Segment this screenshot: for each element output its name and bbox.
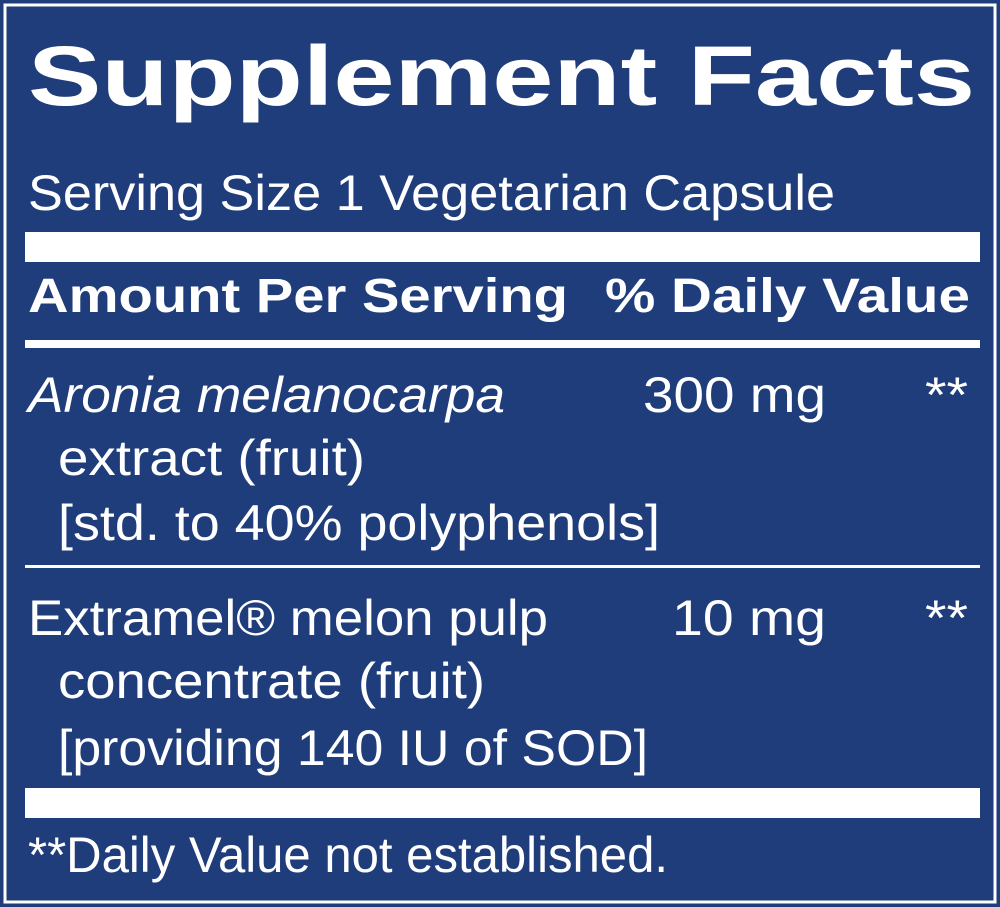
thin-rule (25, 565, 980, 568)
ingredient-detail: [providing 140 IU of SOD] (58, 720, 648, 776)
header-daily-value: % Daily Value (605, 270, 970, 323)
thick-rule (25, 232, 980, 262)
title: Supplement Facts (28, 29, 975, 123)
header-amount: Amount Per Serving (28, 270, 568, 323)
daily-value: ** (925, 367, 968, 423)
daily-value: ** (925, 590, 968, 646)
border (3, 3, 997, 904)
ingredient-detail: extract (fruit) (58, 430, 365, 486)
ingredient-detail: concentrate (fruit) (58, 653, 485, 709)
amount: 300 mg (643, 367, 826, 423)
ingredient-name: Extramel® melon pulp (28, 590, 548, 646)
thick-rule (25, 788, 980, 818)
serving-size: Serving Size 1 Vegetarian Capsule (28, 165, 835, 221)
medium-rule (25, 340, 980, 348)
ingredient-name: Aronia melanocarpa (25, 367, 505, 423)
ingredient-detail: [std. to 40% polyphenols] (58, 495, 660, 551)
footnote: **Daily Value not established. (28, 827, 668, 883)
amount: 10 mg (672, 590, 826, 646)
